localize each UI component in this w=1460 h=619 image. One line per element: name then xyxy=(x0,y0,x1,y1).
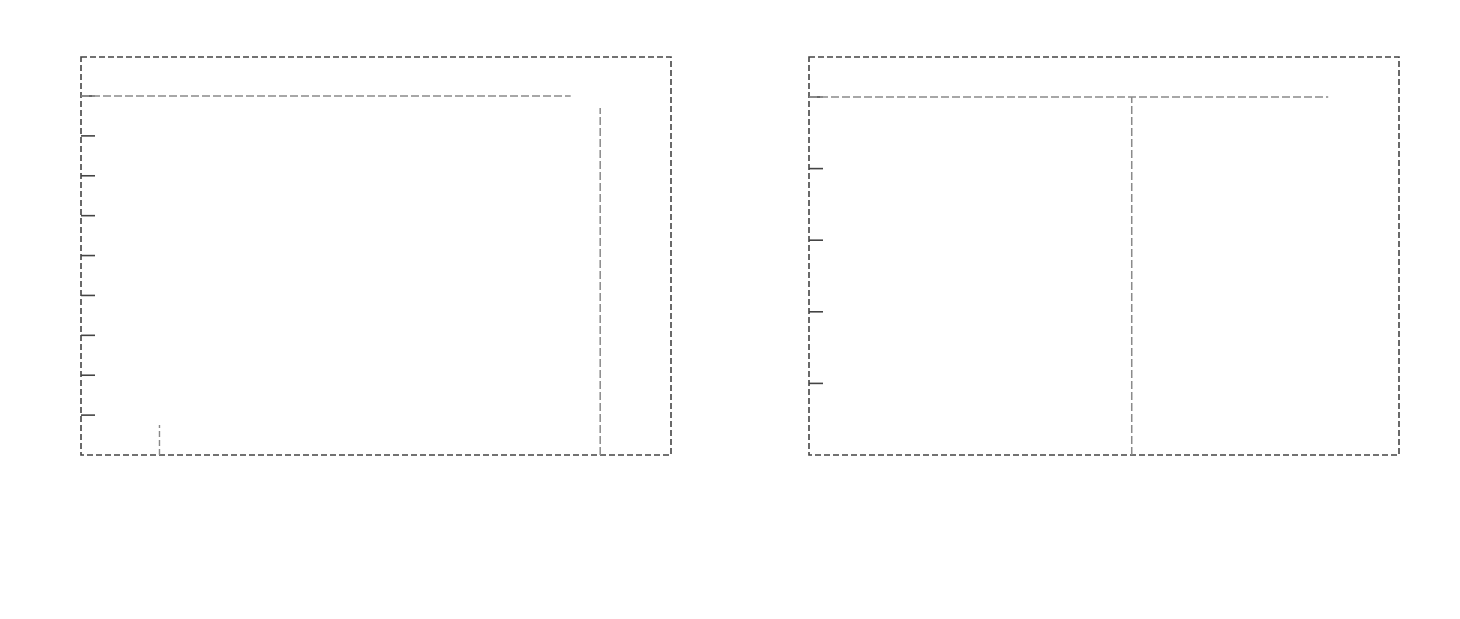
axes-frame xyxy=(80,56,672,456)
chart-panel-right xyxy=(808,56,1400,456)
axes-frame xyxy=(808,56,1400,456)
chart-panel-left xyxy=(80,56,672,456)
